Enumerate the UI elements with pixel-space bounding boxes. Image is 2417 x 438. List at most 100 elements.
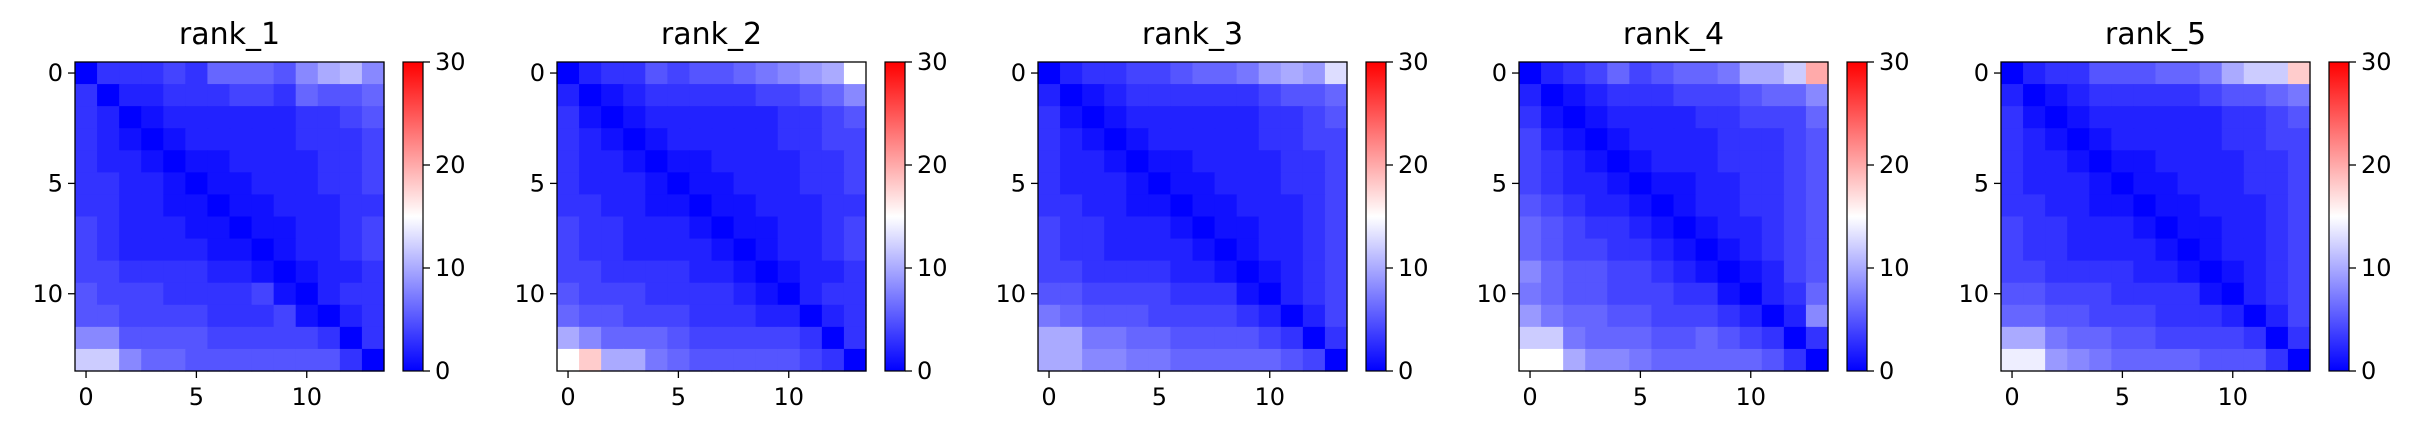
heatmap-cell [273, 326, 297, 350]
heatmap-cell [2001, 304, 2024, 328]
heatmap-cell [141, 282, 164, 306]
heatmap-cell [1607, 194, 1630, 218]
heatmap-cell [1585, 172, 1608, 196]
heatmap-cell [273, 260, 297, 284]
heatmap-cell [1805, 172, 1829, 196]
heatmap-cell [2089, 304, 2112, 328]
heatmap-cell [1038, 128, 1061, 151]
heatmap-cell [141, 326, 164, 350]
heatmap-cell [1585, 194, 1608, 218]
heatmap-cell [1783, 282, 1807, 306]
heatmap-cell [295, 194, 319, 218]
heatmap-cell [1695, 282, 1719, 306]
heatmap-cell [1104, 106, 1127, 129]
heatmap-cell [1302, 172, 1326, 196]
heatmap-cell [1805, 194, 1829, 218]
heatmap-cell [2111, 128, 2135, 151]
heatmap-cell [755, 172, 779, 196]
heatmap-cell [1192, 348, 1216, 372]
heatmap-cell [2133, 84, 2157, 107]
heatmap-cell [1126, 282, 1149, 306]
heatmap-cell [361, 304, 385, 328]
heatmap-cell [1214, 194, 1238, 218]
heatmap-cell [339, 216, 363, 240]
heatmap-cell [1038, 106, 1061, 129]
heatmap-cell [2199, 106, 2223, 129]
heatmap-cell [799, 150, 823, 173]
heatmap-cell [1082, 216, 1105, 240]
heatmap-cell [1519, 216, 1542, 240]
heatmap-cell [1038, 304, 1061, 328]
heatmap-cell [1761, 128, 1785, 151]
heatmap-cells [557, 62, 867, 372]
heatmap-cell [1761, 282, 1785, 306]
heatmap-cell [667, 216, 691, 240]
heatmap-cell [557, 326, 580, 350]
heatmap-cell [1324, 150, 1348, 173]
heatmap-cell [2243, 304, 2267, 328]
heatmap-cell [843, 194, 867, 218]
heatmap-cell [667, 172, 691, 196]
heatmap-cell [1192, 172, 1216, 196]
heatmap-cell [141, 238, 164, 262]
heatmap-cell [1236, 216, 1260, 240]
heatmap-cell [2265, 128, 2289, 151]
heatmap-cell [623, 194, 646, 218]
heatmap-cell [1192, 128, 1216, 151]
heatmap-cell [1060, 282, 1083, 306]
heatmap-cell [1607, 172, 1630, 196]
heatmap-cell [777, 194, 801, 218]
heatmap-cell [2177, 150, 2201, 173]
heatmap-cell [207, 260, 231, 284]
heatmap-cell [579, 150, 602, 173]
heatmap-cell [821, 84, 845, 107]
chart-title: rank_4 [1623, 17, 1724, 52]
heatmap-cell [97, 304, 120, 328]
heatmap-cell [2045, 304, 2068, 328]
heatmap-cell [645, 172, 668, 196]
heatmap-cell [1805, 304, 1829, 328]
heatmap-cell [1302, 194, 1326, 218]
heatmap-cell [623, 150, 646, 173]
heatmap-cell [1060, 326, 1083, 350]
heatmap-cells [75, 62, 385, 372]
heatmap-cell [1170, 150, 1194, 173]
heatmap-cell [97, 150, 120, 173]
heatmap-cell [667, 106, 691, 129]
y-tick-label: 10 [514, 280, 545, 308]
heatmap-cell [2265, 282, 2289, 306]
heatmap-cell [2001, 238, 2024, 262]
heatmap-cell [2199, 150, 2223, 173]
heatmap-cell [1695, 216, 1719, 240]
heatmap-cell [2243, 172, 2267, 196]
heatmap-cell [1082, 260, 1105, 284]
heatmap-cell [1280, 238, 1304, 262]
heatmap-cell [1783, 172, 1807, 196]
heatmap-cell [295, 348, 319, 372]
heatmap-cell [185, 326, 209, 350]
heatmap-cell [777, 172, 801, 196]
heatmap-cell [2155, 304, 2179, 328]
heatmap-cell [2067, 150, 2090, 173]
heatmap-cell [1563, 106, 1586, 129]
heatmap-cell [317, 216, 341, 240]
heatmap-cell [2155, 260, 2179, 284]
heatmap-cell [273, 282, 297, 306]
heatmap-cell [2243, 238, 2267, 262]
heatmap-cell [2287, 216, 2311, 240]
heatmap-cell [1236, 150, 1260, 173]
y-tick-label: 0 [48, 59, 63, 87]
heatmap-cell [821, 348, 845, 372]
heatmap-cell [1126, 238, 1149, 262]
heatmap-cell [755, 282, 779, 306]
heatmap-cell [2001, 282, 2024, 306]
heatmap-cell [1783, 106, 1807, 129]
heatmap-cell [1236, 172, 1260, 196]
heatmap-cell [1258, 194, 1282, 218]
heatmap-cell [1170, 238, 1194, 262]
heatmap-cell [1258, 106, 1282, 129]
heatmap-cell [339, 172, 363, 196]
heatmap-cell [207, 304, 231, 328]
heatmap-cell [207, 238, 231, 262]
heatmap-cell [623, 260, 646, 284]
